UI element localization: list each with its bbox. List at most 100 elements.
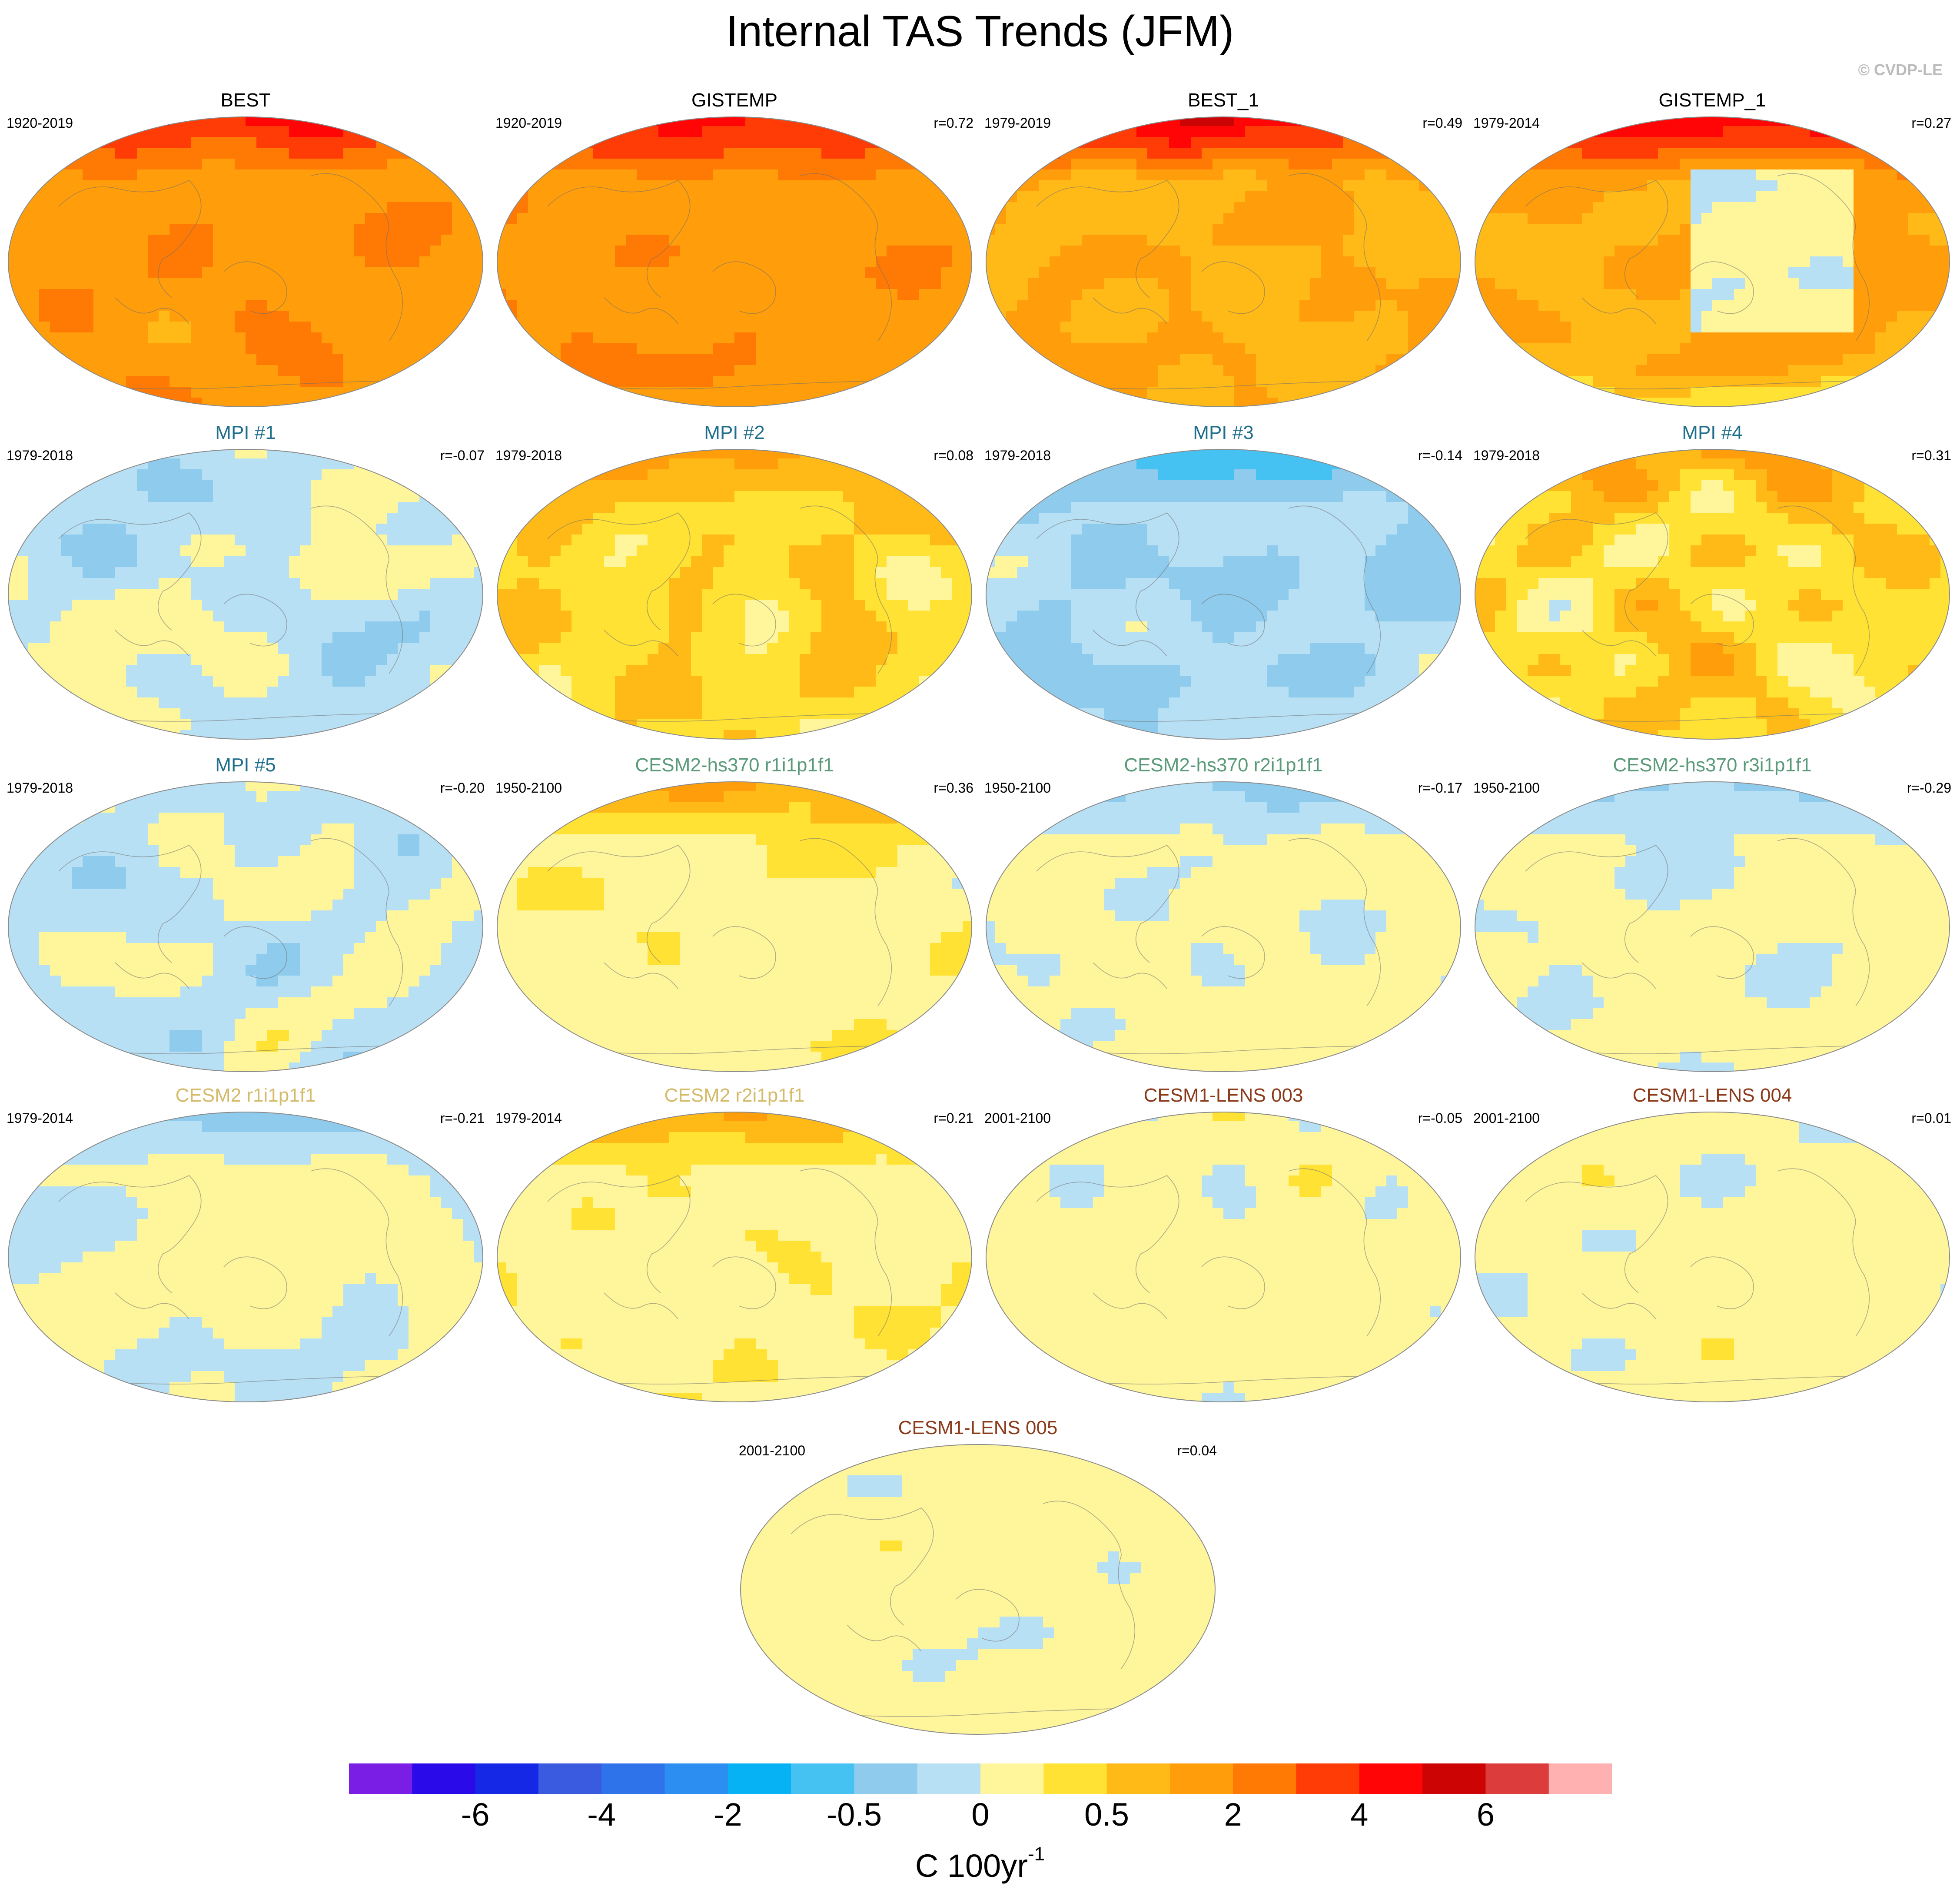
panel-correlation: r=0.01 <box>1911 1109 1951 1127</box>
panel-title: MPI #2 <box>495 422 973 444</box>
map-svg <box>497 1112 972 1402</box>
coastline <box>1690 926 1754 979</box>
panel-period: 1979-2018 <box>1473 447 1540 464</box>
colorbar-swatch <box>1106 1763 1170 1794</box>
coastline <box>310 838 403 1006</box>
map-plot <box>495 780 973 1073</box>
map-svg <box>8 781 483 1072</box>
panel-period: 1979-2018 <box>495 447 562 464</box>
coastline <box>223 261 287 314</box>
panel-title: MPI #5 <box>7 754 485 777</box>
watermark: © CVDP-LE <box>1858 61 1943 79</box>
coastline <box>547 512 691 631</box>
map-panel: MPI #2 1979-2018 r=0.08 <box>495 422 973 741</box>
map-panel: MPI #1 1979-2018 r=-0.07 <box>7 422 485 741</box>
map-svg <box>497 116 972 407</box>
panel-title: GISTEMP_1 <box>1473 89 1951 112</box>
panel-period: 2001-2100 <box>1473 1109 1540 1127</box>
colorbar-tick-label: -2 <box>684 1796 771 1833</box>
map-panel: MPI #3 1979-2018 r=-0.14 <box>984 422 1462 741</box>
coastline <box>58 180 202 298</box>
panel-title: CESM1-LENS 004 <box>1473 1084 1951 1107</box>
coastline <box>1690 594 1754 647</box>
map-plot <box>7 448 485 741</box>
coastline <box>791 1507 934 1626</box>
coastline <box>1777 1168 1870 1337</box>
map-outline <box>986 1112 1461 1402</box>
map-outline <box>740 1444 1216 1735</box>
coastline <box>1525 845 1668 963</box>
coastline <box>799 838 892 1006</box>
map-plot <box>1473 780 1951 1073</box>
colorbar-swatch <box>538 1763 602 1794</box>
panel-correlation: r=0.31 <box>1911 447 1951 464</box>
coastline <box>712 926 776 979</box>
map-panel: MPI #5 1979-2018 r=-0.20 <box>7 754 485 1073</box>
map-plot <box>7 1110 485 1404</box>
map-svg <box>986 781 1461 1072</box>
units-label: C 100yr <box>915 1848 1028 1884</box>
coastline <box>115 962 189 989</box>
coastline <box>1777 173 1870 342</box>
panel-correlation: r=-0.21 <box>440 1109 485 1127</box>
panel-title: MPI #4 <box>1473 422 1951 444</box>
coastline <box>1777 505 1870 674</box>
colorbar-swatch <box>475 1763 539 1794</box>
colorbar-swatches <box>349 1763 1612 1794</box>
map-panel: CESM2-hs370 r1i1p1f1 1950-2100 r=0.36 <box>495 754 973 1073</box>
coastline <box>712 261 776 314</box>
map-svg <box>986 449 1461 740</box>
panel-correlation: r=0.21 <box>933 1109 973 1127</box>
panel-title: CESM1-LENS 003 <box>984 1084 1462 1107</box>
coastline <box>310 505 403 674</box>
colorbar-swatch <box>664 1763 728 1794</box>
panel-title: CESM2-hs370 r2i1p1f1 <box>984 754 1462 777</box>
panel-correlation: r=0.49 <box>1422 114 1462 132</box>
colorbar-tick-label: 6 <box>1442 1796 1529 1833</box>
map-outline <box>8 1112 483 1402</box>
map-svg <box>497 449 972 740</box>
coastline <box>1777 838 1870 1006</box>
map-panel: CESM1-LENS 004 2001-2100 r=0.01 <box>1473 1084 1951 1404</box>
map-plot <box>7 780 485 1073</box>
map-panel: GISTEMP_1 1979-2014 r=0.27 <box>1473 89 1951 408</box>
coastline <box>547 180 691 298</box>
colorbar-swatch <box>854 1763 918 1794</box>
coastline <box>1093 1292 1167 1319</box>
panel-period: 1950-2100 <box>1473 779 1540 797</box>
coastline <box>604 297 678 324</box>
map-panel: CESM2-hs370 r2i1p1f1 1950-2100 r=-0.17 <box>984 754 1462 1073</box>
map-panel: CESM2-hs370 r3i1p1f1 1950-2100 r=-0.29 <box>1473 754 1951 1073</box>
colorbar-tick-label: 0 <box>937 1796 1024 1833</box>
map-svg <box>740 1444 1216 1735</box>
panel-title: CESM2-hs370 r1i1p1f1 <box>495 754 973 777</box>
colorbar-swatch <box>791 1763 854 1794</box>
panel-correlation: r=0.27 <box>1911 114 1951 132</box>
map-outline <box>1475 449 1950 740</box>
map-outline <box>986 449 1461 740</box>
coastline <box>1581 297 1656 324</box>
colorbar-swatch <box>1296 1763 1360 1794</box>
colorbar-tick-label: -0.5 <box>811 1796 897 1833</box>
panel-title: BEST_1 <box>984 89 1462 112</box>
map-panel: CESM1-LENS 003 2001-2100 r=-0.05 <box>984 1084 1462 1404</box>
coastline <box>799 1168 892 1337</box>
colorbar <box>349 1763 1612 1794</box>
coastline <box>1581 1292 1656 1319</box>
map-svg <box>1475 781 1950 1072</box>
panel-correlation: r=0.72 <box>933 114 973 132</box>
panel-title: CESM1-LENS 005 <box>739 1417 1217 1439</box>
colorbar-swatch <box>917 1763 981 1794</box>
panel-correlation: r=0.08 <box>933 447 973 464</box>
map-outline <box>986 781 1461 1072</box>
coastline <box>799 505 892 674</box>
coastline <box>115 630 189 657</box>
map-plot <box>984 115 1462 408</box>
colorbar-swatch <box>1359 1763 1423 1794</box>
coastline <box>1288 505 1381 674</box>
coastline <box>1201 1256 1265 1309</box>
map-panel: BEST_1 1979-2019 r=0.49 <box>984 89 1462 408</box>
coastline <box>1093 962 1167 989</box>
map-panel: CESM1-LENS 005 2001-2100 r=0.04 <box>739 1417 1217 1736</box>
panel-correlation: r=-0.14 <box>1418 447 1462 464</box>
